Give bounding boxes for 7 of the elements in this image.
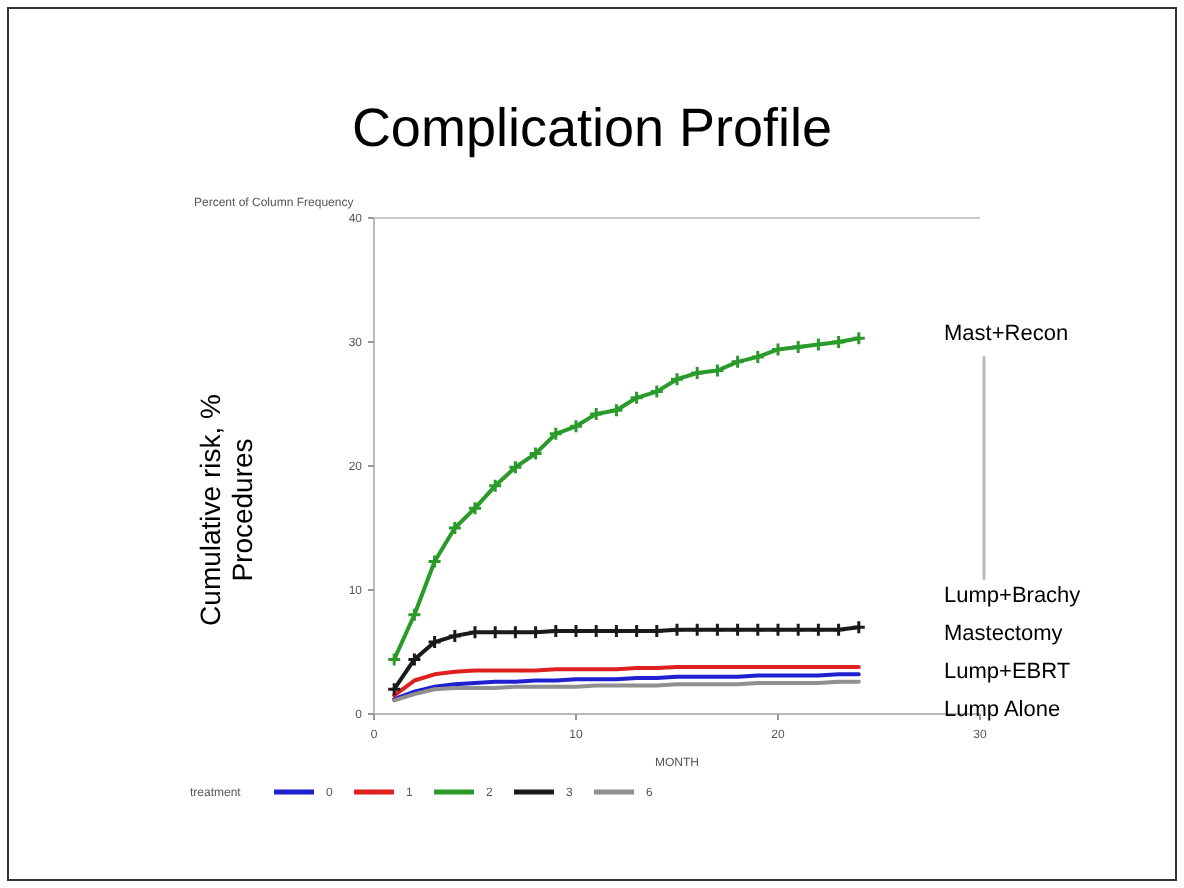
text: Cumulative risk, % Procedures	[194, 394, 258, 626]
annotation: Mastectomy	[944, 622, 1064, 646]
annotation: Lump+Brachy	[944, 584, 1082, 608]
annotation: Mast+Recon	[944, 322, 1069, 346]
annotation: Lump+EBRT	[944, 660, 1071, 684]
annotation: Lump Alone	[944, 698, 1061, 722]
chart-title: Complication Profile	[351, 98, 833, 158]
